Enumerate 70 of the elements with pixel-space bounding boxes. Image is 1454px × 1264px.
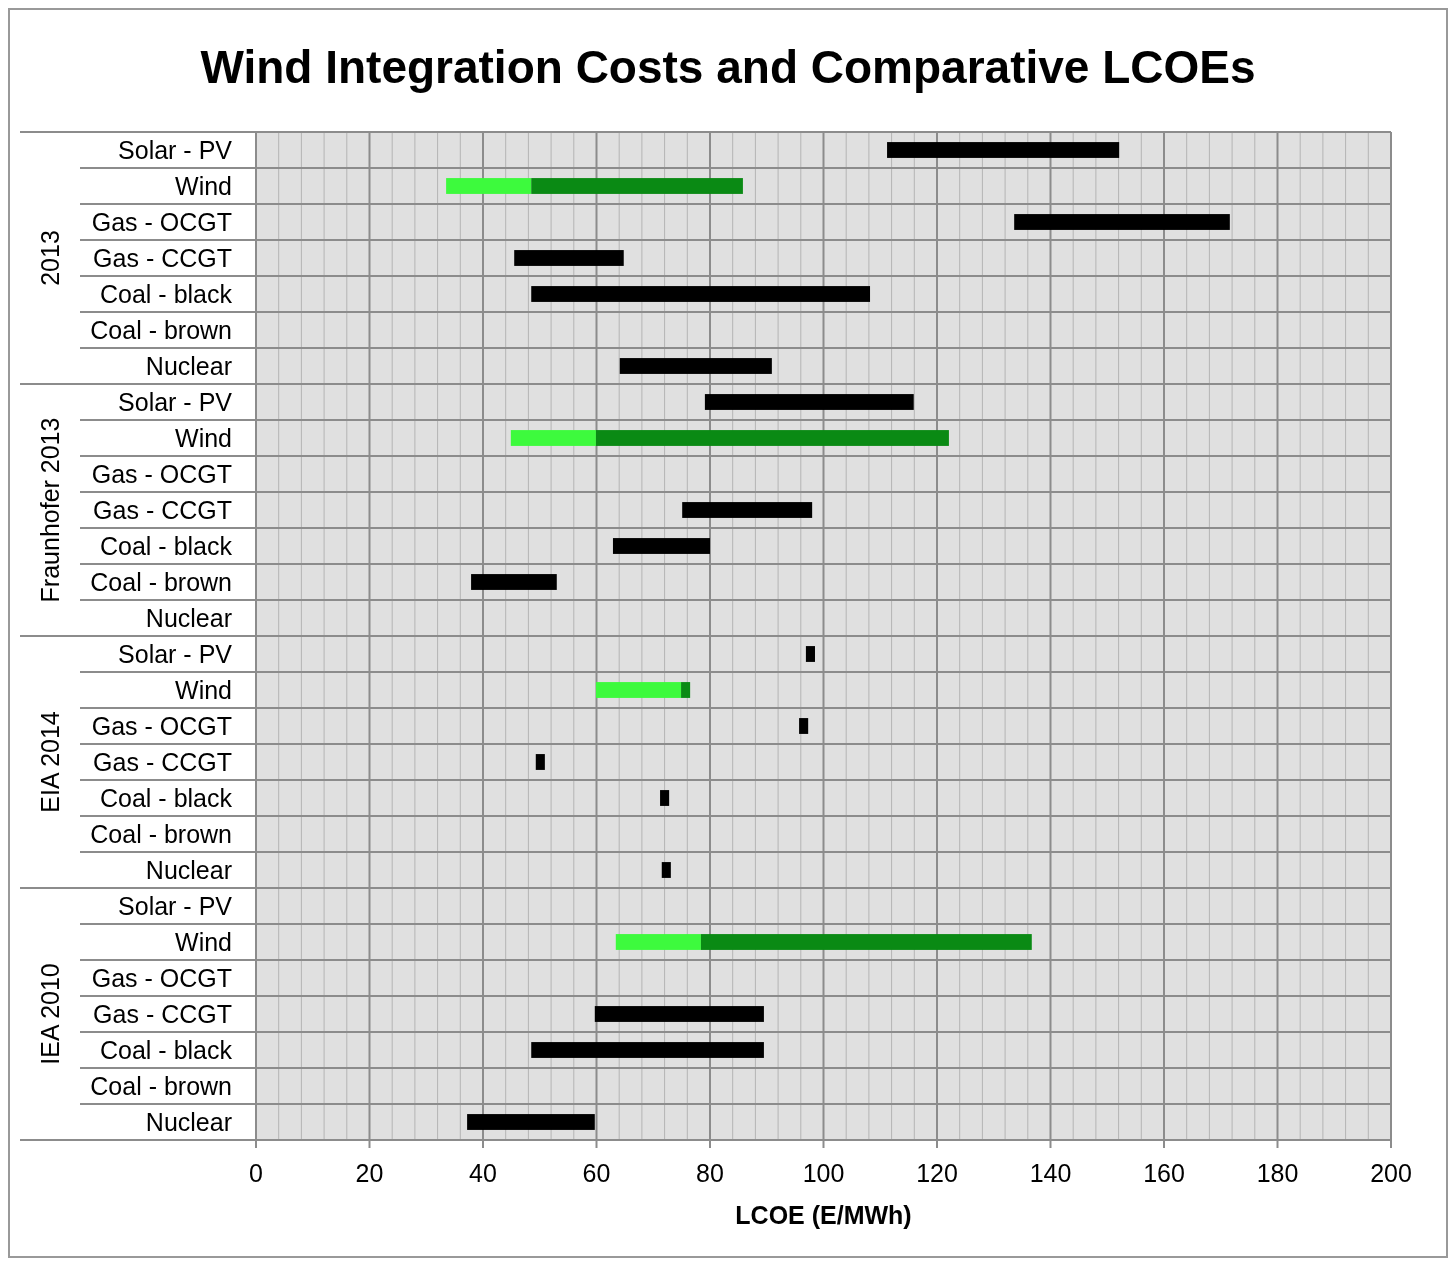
y-tick-label: Wind [175,676,232,704]
bar [887,142,1120,158]
y-tick-label: Nuclear [145,1108,232,1136]
y-tick-label: Coal - brown [90,1072,232,1100]
bar [660,790,670,806]
y-tick-label: Wind [175,928,232,956]
text: IEA 2010 [35,963,64,1065]
bar [531,286,871,302]
bar [467,1114,595,1130]
y-tick-label: Gas - CCGT [93,244,232,272]
bar [805,646,815,662]
text: 2013 [35,230,64,286]
bar [615,934,701,950]
x-tick-label: 20 [355,1159,384,1187]
y-tick-label: Gas - OCGT [91,712,232,740]
bar [594,1006,764,1022]
y-tick-label: Coal - black [100,1036,233,1064]
bar [1014,214,1230,230]
bar [531,178,743,194]
y-tick-label: Solar - PV [118,640,233,668]
x-tick-label: 160 [1143,1159,1185,1187]
bar [514,250,624,266]
bar [595,430,949,446]
y-tick-label: Solar - PV [118,388,233,416]
bar [619,358,772,374]
y-tick-label: Gas - OCGT [91,460,232,488]
x-axis-title: LCOE (E/MWh) [735,1201,912,1229]
x-tick-label: 100 [802,1159,845,1187]
y-tick-label: Gas - OCGT [91,208,232,236]
bar [446,178,532,194]
x-tick-label: 80 [696,1159,724,1187]
y-tick-label: Gas - CCGT [93,496,232,524]
bar [510,430,596,446]
bar [704,394,914,410]
y-tick-label: Coal - black [100,532,233,560]
x-tick-label: 60 [582,1159,611,1187]
y-tick-label: Gas - CCGT [93,748,232,776]
bar [535,754,545,770]
y-tick-label: Nuclear [145,856,232,884]
x-tick-label: 40 [469,1159,497,1187]
y-tick-label: Gas - CCGT [93,1000,232,1028]
y-tick-label: Wind [175,424,232,452]
bar [799,718,809,734]
y-tick-label: Solar - PV [118,136,233,164]
y-tick-label: Wind [175,172,232,200]
x-tick-label: 200 [1370,1159,1412,1187]
text: EIA 2014 [35,711,64,813]
x-tick-label: 140 [1029,1159,1072,1187]
chart-title: Wind Integration Costs and Comparative LCOEs [200,41,1256,93]
bar [595,682,682,698]
bar [682,502,813,518]
bar [661,862,671,878]
x-tick-label: 180 [1256,1159,1299,1187]
y-tick-label: Coal - brown [90,316,232,344]
bar [531,1042,764,1058]
bar [700,934,1032,950]
y-tick-label: Coal - brown [90,820,232,848]
y-tick-label: Gas - OCGT [91,964,232,992]
bar [471,574,557,590]
x-tick-label: 120 [916,1159,958,1187]
x-tick-label: 0 [249,1159,263,1187]
y-tick-label: Nuclear [145,352,232,380]
y-tick-label: Coal - black [100,280,233,308]
bar [612,538,710,554]
y-tick-label: Solar - PV [118,892,233,920]
y-tick-label: Coal - black [100,784,233,812]
text: Fraunhofer 2013 [35,417,64,603]
bar [681,682,691,698]
y-tick-label: Coal - brown [90,568,232,596]
y-tick-label: Nuclear [145,604,232,632]
